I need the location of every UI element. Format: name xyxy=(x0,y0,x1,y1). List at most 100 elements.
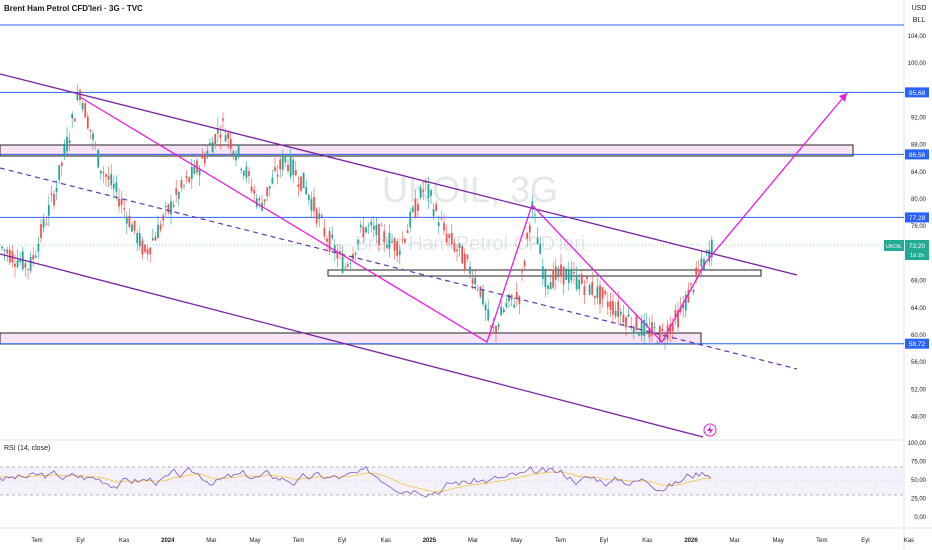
candle-body xyxy=(523,261,526,267)
candle-body xyxy=(604,290,607,295)
candle-body xyxy=(131,224,133,232)
candle-body xyxy=(378,223,380,246)
candle-body xyxy=(708,249,711,262)
projection-pattern-line[interactable] xyxy=(79,92,848,344)
candle-body xyxy=(661,328,664,331)
candle-body xyxy=(318,213,321,220)
candle-body xyxy=(578,279,581,290)
hline-price-label: 77,29 xyxy=(909,215,926,222)
candle-body xyxy=(411,207,414,212)
time-tick-label: Eyl xyxy=(338,538,346,544)
candle-body xyxy=(432,209,435,217)
currency-label[interactable]: USD xyxy=(911,5,927,12)
price-pane[interactable] xyxy=(0,0,904,440)
candle-body xyxy=(609,301,612,310)
rsi-title[interactable]: RSI (14, close) xyxy=(4,445,51,452)
candle-body xyxy=(3,249,6,251)
candle-body xyxy=(380,225,383,227)
candle-body xyxy=(596,286,599,299)
candle-body xyxy=(339,251,341,254)
candle-body xyxy=(697,269,700,272)
candle-body xyxy=(562,266,565,285)
horizontal-lines[interactable] xyxy=(0,24,904,345)
candle-body xyxy=(118,198,120,207)
time-tick-label: Tem xyxy=(293,538,304,544)
candle-body xyxy=(219,134,222,138)
candle-body xyxy=(484,304,487,311)
time-tick-label: Kas xyxy=(381,538,391,544)
candle-body xyxy=(274,167,276,171)
candle-body xyxy=(45,223,48,225)
candle-body xyxy=(310,199,313,211)
time-tick-label: Mar xyxy=(729,538,739,544)
resistance-zone[interactable] xyxy=(0,144,854,157)
lightning-icon[interactable] xyxy=(703,423,717,437)
candle-body xyxy=(528,225,531,233)
candle-body xyxy=(24,262,27,268)
candle-body xyxy=(448,234,451,238)
candle-body xyxy=(539,243,542,254)
candle-body xyxy=(144,244,146,252)
candle-body xyxy=(365,227,367,233)
candle-body xyxy=(671,323,674,332)
price-tick-label: 100,00 xyxy=(908,61,927,67)
candle-body xyxy=(328,231,331,252)
candle-body xyxy=(469,266,471,274)
time-tick-label: Tem xyxy=(555,538,566,544)
rsi-line xyxy=(0,466,712,498)
candle-body xyxy=(677,310,679,328)
candle-body xyxy=(645,323,648,326)
candle-body xyxy=(549,282,552,290)
candle-body xyxy=(284,155,287,163)
candle-body xyxy=(482,289,484,305)
candle-body xyxy=(232,151,235,157)
candle-body xyxy=(393,238,396,251)
candle-body xyxy=(58,165,61,181)
candle-body xyxy=(201,154,204,159)
candle-body xyxy=(684,294,687,311)
channel-mid-dashed-line[interactable] xyxy=(0,167,798,370)
channel-lower-line[interactable] xyxy=(0,253,704,438)
candle-body xyxy=(554,266,557,280)
candle-body xyxy=(372,225,375,230)
candle-body xyxy=(557,268,560,276)
current-price-label: 73,20 xyxy=(909,243,926,250)
candle-body xyxy=(53,194,55,206)
candle-body xyxy=(138,233,141,247)
price-tick-label: 68,00 xyxy=(911,279,927,285)
price-tick-label: 80,00 xyxy=(911,197,927,203)
support-zone[interactable] xyxy=(0,332,702,345)
candle-body xyxy=(648,327,651,338)
candle-body xyxy=(120,199,123,205)
projection-arrow-head xyxy=(839,93,847,102)
candle-body xyxy=(534,214,536,216)
candle-body xyxy=(406,230,409,233)
candle-body xyxy=(391,241,393,243)
candle-body xyxy=(344,267,347,269)
candle-body xyxy=(370,221,373,226)
candle-body xyxy=(167,204,170,213)
candle-body xyxy=(242,170,245,176)
chart-title[interactable]: Brent Ham Petrol CFD'leri · 3G · TVC xyxy=(4,4,143,13)
channel-upper-line[interactable] xyxy=(0,73,798,276)
candle-body xyxy=(664,338,666,340)
candle-body xyxy=(492,327,495,329)
candle-body xyxy=(42,218,45,228)
currency-selector[interactable]: USD BLL xyxy=(906,4,932,26)
rsi-axis: 100,00 75,00 50,00 25,00 0,00 xyxy=(908,441,927,521)
unit-label[interactable]: BLL xyxy=(912,17,926,24)
candle-body xyxy=(653,326,656,329)
candle-body xyxy=(375,224,378,236)
candle-body xyxy=(263,199,266,202)
candle-body xyxy=(55,187,58,192)
candle-body xyxy=(479,286,482,297)
candle-body xyxy=(266,187,269,197)
time-tick-label: Tem xyxy=(816,538,827,544)
candle-body xyxy=(463,253,466,271)
candle-body xyxy=(445,233,448,243)
candle-body xyxy=(268,186,271,189)
time-axis[interactable]: Tem Eyl Kas 2024 Mar May Tem Eyl Kas 2025 Mar May Te… xyxy=(31,538,914,544)
price-axis-labels: 95,68 86,56 77,29 58,72 xyxy=(905,87,929,349)
candle-body xyxy=(383,231,386,243)
